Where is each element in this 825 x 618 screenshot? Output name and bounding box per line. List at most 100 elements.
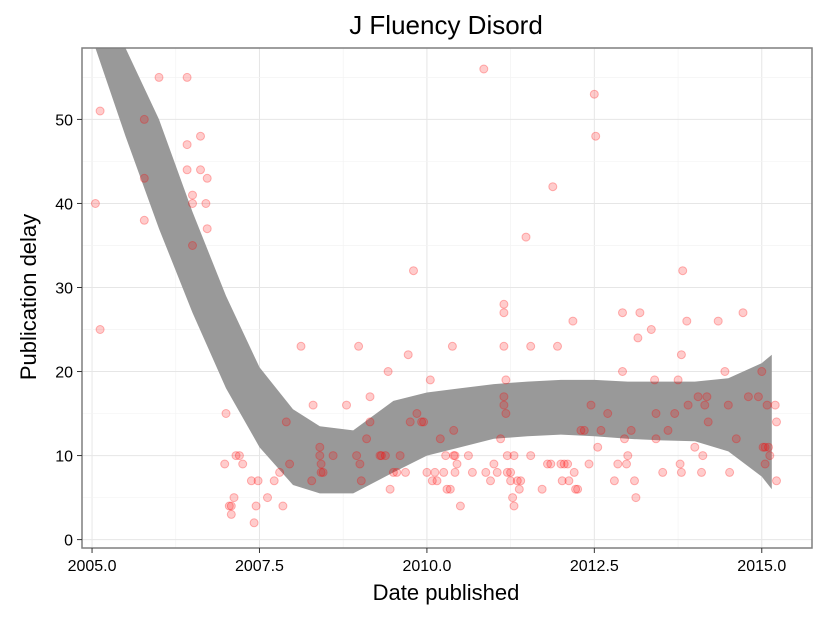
data-point [697, 467, 706, 477]
data-point [352, 451, 362, 461]
data-point [702, 392, 712, 402]
data-point [427, 476, 437, 486]
data-point [620, 434, 629, 444]
data-point [720, 367, 730, 376]
data-point [388, 467, 398, 477]
data-point [553, 341, 562, 351]
data-point [417, 417, 427, 427]
data-point [499, 299, 509, 309]
data-point [246, 476, 256, 486]
data-point [579, 425, 589, 435]
data-point [139, 215, 149, 225]
data-point [481, 467, 491, 477]
data-point [220, 459, 230, 469]
x-tick-label: 2007.5 [235, 558, 284, 575]
data-point [772, 476, 781, 486]
data-point [670, 409, 680, 418]
x-tick-label: 2010.0 [402, 558, 451, 575]
data-point [234, 451, 244, 461]
data-point [405, 417, 415, 427]
data-point [188, 190, 197, 200]
data-point [633, 333, 643, 343]
data-point [403, 350, 413, 360]
data-point [196, 131, 205, 141]
data-point [613, 459, 623, 469]
data-point [356, 476, 366, 486]
data-point [526, 341, 536, 351]
y-tick-label: 50 [55, 112, 73, 129]
data-point [563, 459, 573, 469]
data-point [651, 409, 661, 418]
data-point [731, 434, 741, 444]
data-point [516, 476, 526, 486]
data-point [630, 476, 639, 486]
confidence-ribbon [95, 48, 772, 494]
plot-border [81, 47, 813, 549]
data-point [455, 501, 465, 511]
data-point [770, 400, 780, 410]
data-point [764, 442, 773, 452]
data-point [383, 367, 393, 376]
data-point [496, 434, 506, 444]
data-point [375, 451, 385, 461]
data-point [139, 114, 149, 124]
data-point [743, 392, 753, 402]
data-point [499, 308, 509, 318]
data-point [676, 350, 686, 360]
data-point [365, 392, 375, 402]
data-point [328, 451, 338, 461]
data-point [439, 467, 449, 477]
data-point [673, 375, 683, 385]
data-point [631, 493, 641, 503]
x-tick-label: 2012.5 [570, 558, 619, 575]
data-point [202, 173, 212, 183]
data-point [392, 467, 402, 477]
data-point [762, 400, 772, 410]
data-point [285, 459, 295, 469]
data-point [355, 459, 365, 469]
data-point [419, 417, 429, 427]
data-point [564, 476, 574, 486]
data-point [226, 509, 236, 519]
data-point [412, 409, 422, 418]
data-point [509, 501, 519, 511]
data-point [445, 484, 455, 494]
data-point [571, 484, 581, 494]
data-point [646, 325, 656, 334]
data-point [753, 392, 763, 402]
data-point [296, 341, 306, 351]
data-point [442, 484, 452, 494]
data-point [202, 224, 212, 234]
x-tick-label: 2015.0 [737, 558, 786, 575]
x-axis-title: Date published [373, 580, 520, 605]
data-point [512, 476, 522, 486]
data-point [760, 459, 770, 469]
x-tick-label: 2005.0 [68, 558, 117, 575]
data-point [675, 459, 685, 469]
data-point [90, 199, 100, 208]
data-point [447, 341, 457, 351]
data-point [238, 459, 248, 469]
chart-title: J Fluency Disord [349, 10, 543, 40]
data-point [651, 434, 661, 444]
data-point [603, 409, 613, 418]
data-point [499, 400, 509, 410]
data-point [253, 476, 263, 486]
data-point [425, 375, 435, 385]
data-point [342, 400, 351, 410]
data-point [760, 442, 770, 452]
data-point [618, 308, 627, 318]
data-point [502, 467, 512, 477]
data-point [251, 501, 261, 511]
data-point [226, 501, 236, 511]
data-point [224, 501, 234, 511]
y-axis-title: Publication delay [16, 214, 41, 380]
data-point [526, 451, 536, 461]
data-point [584, 459, 594, 469]
data-point [269, 476, 279, 486]
data-point [365, 417, 375, 427]
data-point [509, 451, 519, 461]
x-axis-ticks: 2005.0 2007.5 2010.0 2012.5 2015.0 [68, 548, 786, 575]
data-point [409, 266, 418, 276]
